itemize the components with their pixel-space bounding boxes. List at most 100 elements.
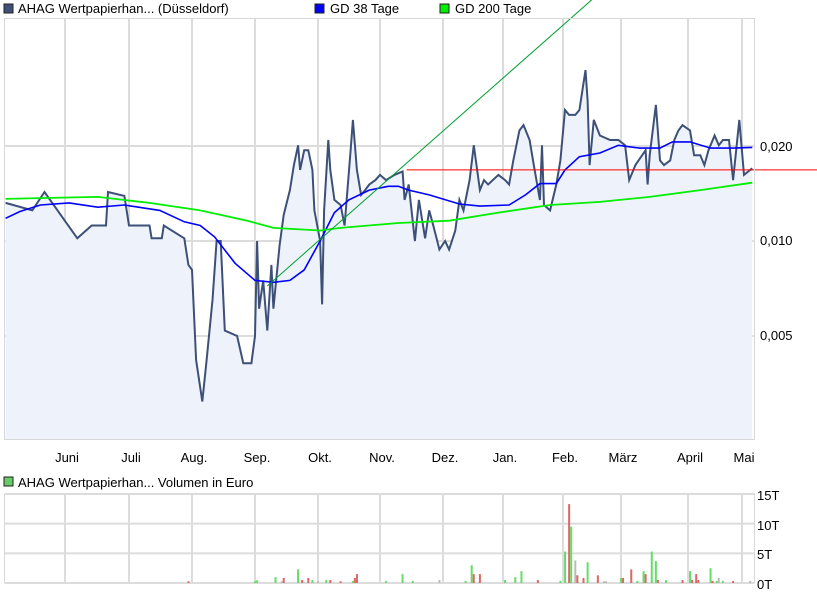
volume-bar: [711, 580, 714, 583]
volume-bar: [695, 574, 698, 583]
volume-bar: [301, 580, 304, 583]
volume-bar: [355, 574, 358, 583]
volume-bar: [732, 580, 735, 583]
volume-bar: [472, 574, 475, 583]
legend-gd38: GD 38 Tage: [330, 1, 399, 16]
volume-bar: [650, 551, 653, 583]
volume-bar: [691, 580, 694, 583]
volume-bar: [438, 580, 441, 583]
volume-bar: [576, 575, 579, 583]
gd38-line: [5, 141, 753, 284]
y-tick-label: 0,005: [760, 328, 793, 343]
volume-bar: [570, 526, 573, 583]
volume-bar: [256, 580, 259, 583]
volume-bar: [654, 561, 657, 583]
volume-bar: [620, 577, 622, 583]
x-tick-label: Feb.: [552, 450, 578, 465]
volume-bar: [582, 577, 585, 583]
x-tick-label: Mai: [734, 450, 755, 465]
x-tick-label: Aug.: [181, 450, 208, 465]
volume-bar: [325, 580, 328, 583]
volume-bar: [749, 580, 752, 583]
y-axis-labels: 0,020 0,010 0,005: [760, 139, 793, 343]
legend-price: AHAG Wertpapierhan... (Düsseldorf): [18, 1, 229, 16]
volume-bar: [642, 571, 645, 583]
price-plot-frame: [4, 18, 755, 440]
volume-bar: [478, 574, 481, 583]
legend-gd200: GD 200 Tage: [455, 1, 531, 16]
volume-bar: [297, 569, 300, 583]
volume-bar: [520, 571, 523, 583]
volume-bar: [715, 580, 718, 583]
volume-bar: [464, 580, 467, 583]
x-tick-label: März: [609, 450, 638, 465]
legend-swatch-gd200: [439, 3, 450, 14]
volume-bar: [353, 577, 356, 583]
volume-tick-label: 0T: [757, 577, 772, 592]
x-tick-label: Jan.: [493, 450, 518, 465]
volume-bar: [574, 560, 577, 583]
volume-bar: [351, 580, 354, 583]
volume-bar: [717, 577, 720, 583]
volume-title: AHAG Wertpapierhan... Volumen in Euro: [18, 475, 253, 490]
volume-bar: [603, 581, 605, 583]
volume-bar: [514, 577, 517, 583]
volume-bar: [559, 580, 562, 583]
volume-grid: [4, 493, 755, 584]
x-tick-label: Juni: [55, 450, 79, 465]
volume-bar: [630, 569, 633, 583]
volume-bar: [317, 581, 319, 583]
volume-bar: [536, 580, 539, 583]
volume-bar: [636, 580, 639, 583]
volume-bar: [254, 581, 256, 583]
volume-bar: [401, 574, 404, 583]
volume-bar: [656, 580, 659, 583]
legend-swatch-volume: [3, 476, 14, 487]
price-area-fill: [5, 70, 753, 440]
volume-bar: [274, 577, 277, 583]
volume-bar: [280, 581, 283, 583]
volume-bar: [709, 568, 712, 583]
volume-bar: [689, 571, 692, 583]
volume-tick-label: 10T: [757, 518, 779, 533]
volume-bar: [411, 580, 414, 583]
volume-bar: [586, 562, 589, 583]
volume-bar: [504, 580, 507, 583]
volume-bar: [187, 581, 190, 583]
volume-tick-label: 15T: [757, 488, 779, 503]
x-tick-label: Okt.: [308, 450, 332, 465]
y-tick-label: 0,020: [760, 139, 793, 154]
x-tick-label: April: [677, 450, 703, 465]
volume-bar: [596, 575, 599, 583]
x-tick-label: Juli: [121, 450, 141, 465]
volume-bar: [681, 580, 684, 583]
volume-bar: [339, 581, 342, 583]
volume-bar: [697, 580, 700, 583]
y-tick-label: 0,010: [760, 233, 793, 248]
volume-bar: [568, 504, 571, 583]
volume-bar: [721, 580, 724, 583]
volume-bars: [187, 504, 752, 583]
price-plot: [5, 0, 817, 402]
volume-bar: [665, 580, 668, 583]
volume-y-axis-labels: 15T 10T 5T 0T: [757, 488, 779, 592]
x-tick-label: Nov.: [369, 450, 395, 465]
x-tick-label: Sep.: [244, 450, 271, 465]
legend-swatch-gd38: [314, 3, 325, 14]
x-tick-label: Dez.: [432, 450, 459, 465]
volume-tick-label: 5T: [757, 547, 772, 562]
x-axis-labels: Juni Juli Aug. Sep. Okt. Nov. Dez. Jan. Feb. März…: [55, 450, 755, 465]
price-line: [5, 69, 753, 402]
volume-bar: [329, 580, 332, 583]
volume-bar: [282, 577, 285, 583]
gd200-line: [5, 181, 753, 232]
trendline: [266, 0, 593, 287]
volume-bar: [385, 580, 388, 583]
volume-bar: [470, 565, 473, 583]
volume-bar: [564, 551, 567, 583]
volume-bar: [644, 574, 647, 583]
legend-swatch-price: [3, 3, 14, 14]
volume-bar: [622, 577, 625, 583]
volume-bar: [311, 580, 314, 583]
